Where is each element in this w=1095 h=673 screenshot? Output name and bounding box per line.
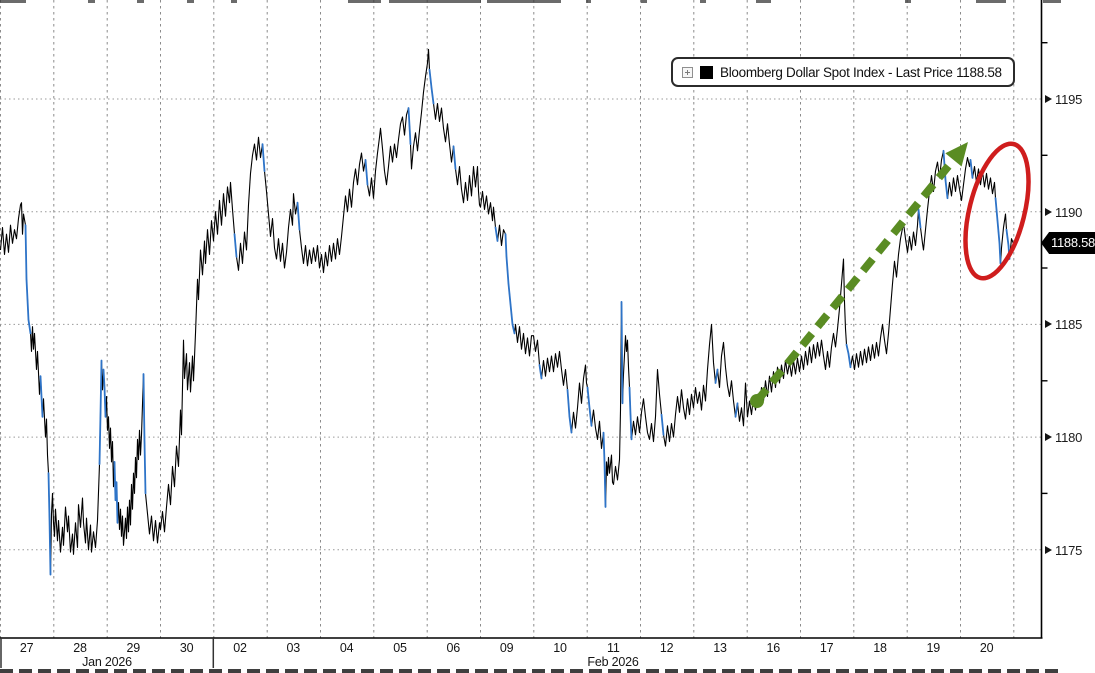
month-label-jan: Jan 2026: [82, 655, 132, 669]
tick-pointer-icon: [1045, 433, 1052, 441]
trend-arrow-head: [945, 142, 968, 167]
legend-expand-icon[interactable]: [682, 66, 693, 78]
x-axis-label-27: 27: [19, 641, 34, 655]
legend[interactable]: Bloomberg Dollar Spot Index - Last Price…: [671, 57, 1015, 87]
x-axis-label-18: 18: [873, 641, 887, 655]
tick-pointer-icon: [1045, 95, 1052, 103]
x-axis-label-17: 17: [819, 641, 834, 655]
tick-pointer-icon: [1045, 546, 1052, 554]
x-axis-label-16: 16: [766, 641, 781, 655]
x-axis-label-03: 03: [286, 641, 301, 655]
tick-pointer-icon: [1045, 208, 1052, 216]
y-axis-label-1190: 1190: [1045, 204, 1082, 220]
highlight-ellipse-annotation: [963, 141, 1031, 281]
legend-label: Bloomberg Dollar Spot Index - Last Price…: [720, 64, 1002, 80]
x-axis-label-09: 09: [499, 641, 514, 655]
x-axis-label-30: 30: [179, 641, 194, 655]
y-axis-label-1195: 1195: [1045, 91, 1082, 107]
month-label-feb: Feb 2026: [587, 655, 639, 669]
x-axis-label-06: 06: [446, 641, 461, 655]
x-axis-label-04: 04: [339, 641, 354, 655]
y-axis-label-1175: 1175: [1045, 542, 1082, 558]
series-color-swatch-icon: [700, 65, 713, 79]
x-axis-label-11: 11: [607, 641, 620, 655]
last-price-tag: 1188.58: [1041, 232, 1095, 254]
x-axis-label-12: 12: [659, 641, 674, 655]
x-axis-label-29: 29: [126, 641, 141, 655]
x-axis-label-05: 05: [393, 641, 407, 655]
x-axis-label-28: 28: [73, 641, 87, 655]
bottom-crop-artifact: [0, 669, 1062, 673]
x-axis-label-19: 19: [926, 641, 941, 655]
x-axis-label-02: 02: [233, 641, 247, 655]
y-axis-label-1185: 1185: [1045, 316, 1082, 332]
trend-arrow-shaft: [753, 155, 958, 404]
x-axis-label-20: 20: [979, 641, 994, 655]
last-price-value: 1188.58: [1051, 235, 1095, 250]
x-axis-label-13: 13: [713, 641, 727, 655]
x-axis-label-10: 10: [553, 641, 567, 655]
tick-pointer-icon: [1045, 320, 1052, 328]
y-axis-label-1180: 1180: [1045, 429, 1082, 445]
